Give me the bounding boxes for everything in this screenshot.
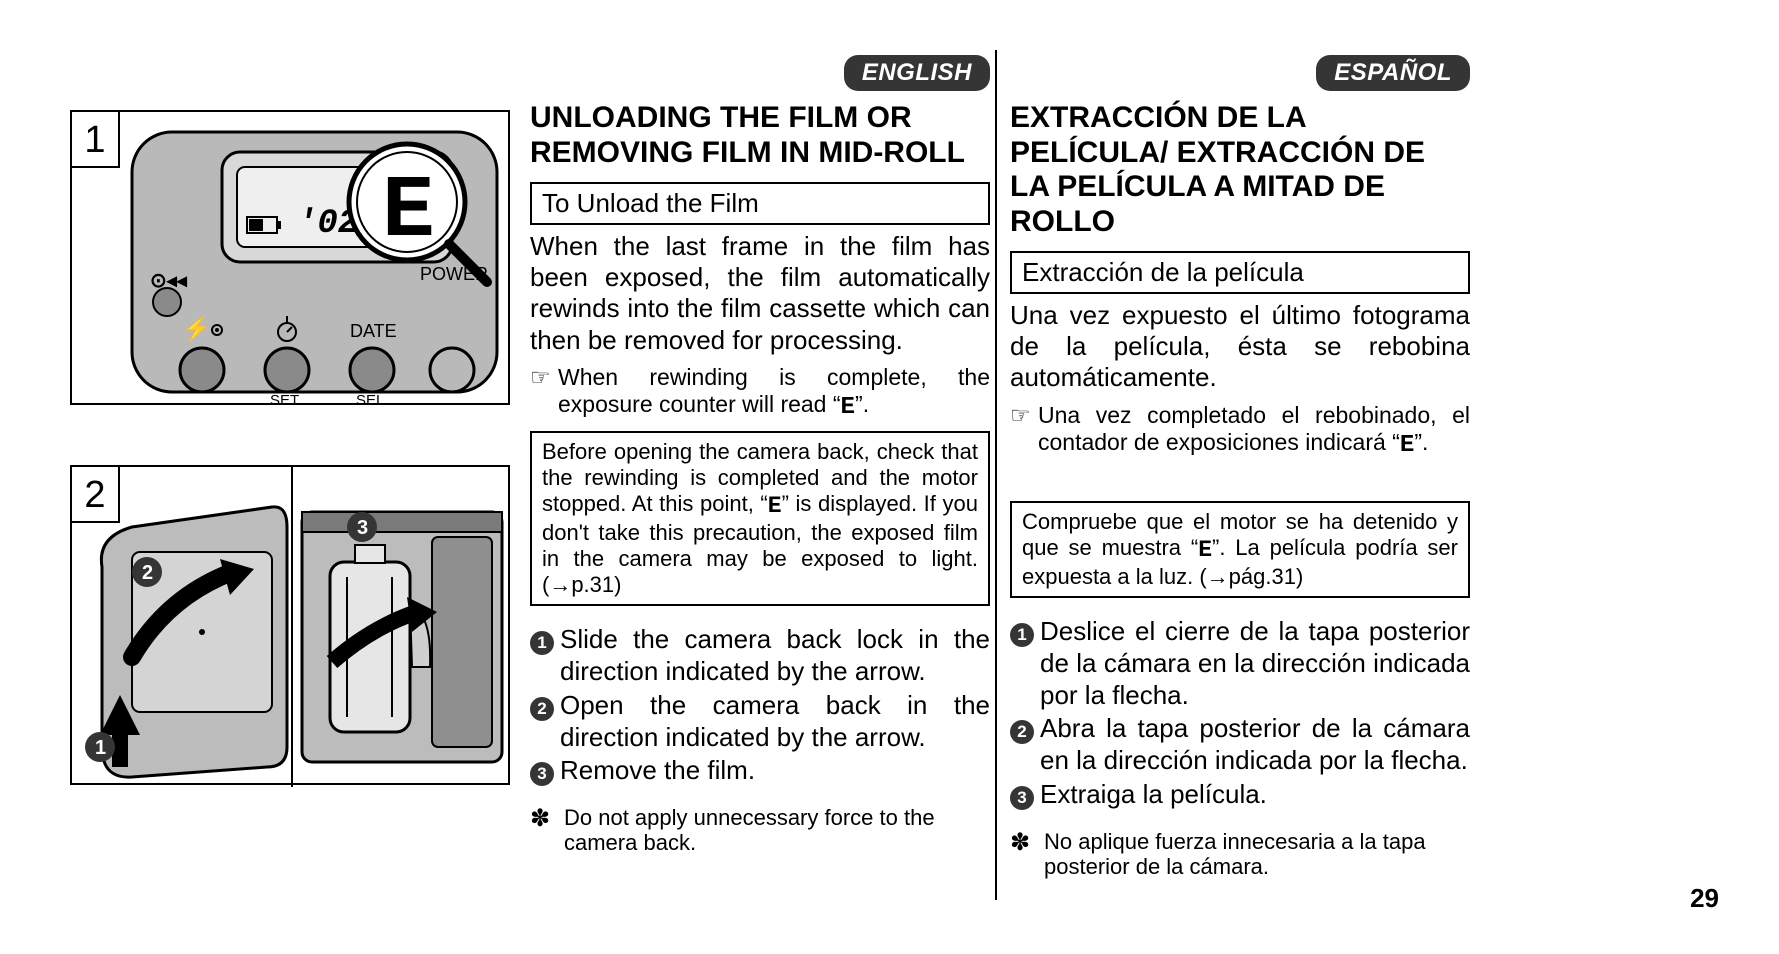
footnote-en: ✽ Do not apply unnecessary force to the … bbox=[530, 805, 990, 856]
manual-page: 1 '02 E ⊙◂◂ ⚡ bbox=[0, 0, 1779, 954]
subheading-en: To Unload the Film bbox=[530, 182, 990, 225]
camera-lcd-illustration: '02 E ⊙◂◂ ⚡ DATE bbox=[72, 112, 512, 407]
date-label: DATE bbox=[350, 321, 397, 341]
language-pill-english: ENGLISH bbox=[844, 55, 990, 91]
section-title-es: EXTRACCIÓN DE LA PELÍCULA/ EXTRACCIÓN DE… bbox=[1010, 101, 1470, 239]
english-column: ENGLISH UNLOADING THE FILM OR REMOVING F… bbox=[530, 55, 990, 856]
list-item: 1Slide the camera back lock in the direc… bbox=[530, 624, 990, 687]
caution-box-en: Before opening the camera back, check th… bbox=[530, 431, 990, 606]
language-pill-spanish: ESPAÑOL bbox=[1316, 55, 1470, 91]
svg-text:1: 1 bbox=[95, 737, 106, 759]
magnified-e-glyph: E bbox=[382, 163, 435, 262]
step-number-icon: 3 bbox=[1010, 786, 1034, 810]
step-number-icon: 1 bbox=[1010, 623, 1034, 647]
figure-number: 1 bbox=[72, 112, 120, 168]
page-number: 29 bbox=[1690, 883, 1719, 914]
svg-text:2: 2 bbox=[142, 562, 153, 584]
list-item: 2Open the camera back in the direction i… bbox=[530, 690, 990, 753]
step-number-icon: 2 bbox=[530, 697, 554, 721]
note-text: When rewinding is complete, the exposure… bbox=[558, 364, 990, 424]
section-title-en: UNLOADING THE FILM OR REMOVING FILM IN M… bbox=[530, 101, 990, 170]
list-item: 1Deslice el cierre de la tapa posterior … bbox=[1010, 616, 1470, 711]
column-divider bbox=[995, 50, 997, 900]
figure-2: 2 1 2 bbox=[70, 465, 510, 785]
paragraph-en-1: When the last frame in the film has been… bbox=[530, 231, 990, 356]
note-es-1: ☞ Una vez completado el rebobinado, el c… bbox=[1010, 402, 1470, 462]
step-number-icon: 2 bbox=[1010, 720, 1034, 744]
list-item: 3Extraiga la película. bbox=[1010, 779, 1470, 811]
asterisk-icon: ✽ bbox=[1010, 829, 1044, 880]
camera-back-illustration: 1 2 bbox=[72, 467, 512, 787]
list-item: 3Remove the film. bbox=[530, 755, 990, 787]
pointer-icon: ☞ bbox=[530, 364, 558, 424]
step-number-icon: 3 bbox=[530, 762, 554, 786]
figure-1: 1 '02 E ⊙◂◂ ⚡ bbox=[70, 110, 510, 405]
svg-text:⊙◂◂: ⊙◂◂ bbox=[150, 270, 188, 292]
step-number-icon: 1 bbox=[530, 631, 554, 655]
subheading-es: Extracción de la película bbox=[1010, 251, 1470, 294]
figure-number: 2 bbox=[72, 467, 120, 523]
note-en-1: ☞ When rewinding is complete, the exposu… bbox=[530, 364, 990, 424]
steps-list-es: 1Deslice el cierre de la tapa posterior … bbox=[1010, 616, 1470, 810]
set-label: SET bbox=[270, 392, 299, 407]
steps-list-en: 1Slide the camera back lock in the direc… bbox=[530, 624, 990, 787]
svg-text:⚡: ⚡ bbox=[182, 315, 212, 343]
asterisk-icon: ✽ bbox=[530, 805, 564, 856]
footnote-es: ✽ No aplique fuerza innecesaria a la tap… bbox=[1010, 829, 1470, 880]
svg-text:3: 3 bbox=[357, 517, 368, 539]
caution-box-es: Compruebe que el motor se ha detenido y … bbox=[1010, 501, 1470, 598]
paragraph-es-1: Una vez expuesto el último fotograma de … bbox=[1010, 300, 1470, 394]
spanish-column: ESPAÑOL EXTRACCIÓN DE LA PELÍCULA/ EXTRA… bbox=[1010, 55, 1470, 879]
sel-label: SEL bbox=[356, 392, 384, 407]
list-item: 2Abra la tapa posterior de la cámara en … bbox=[1010, 713, 1470, 776]
note-text: Una vez completado el rebobinado, el con… bbox=[1038, 402, 1470, 462]
illustrations-column: 1 '02 E ⊙◂◂ ⚡ bbox=[70, 110, 510, 845]
pointer-icon: ☞ bbox=[1010, 402, 1038, 462]
